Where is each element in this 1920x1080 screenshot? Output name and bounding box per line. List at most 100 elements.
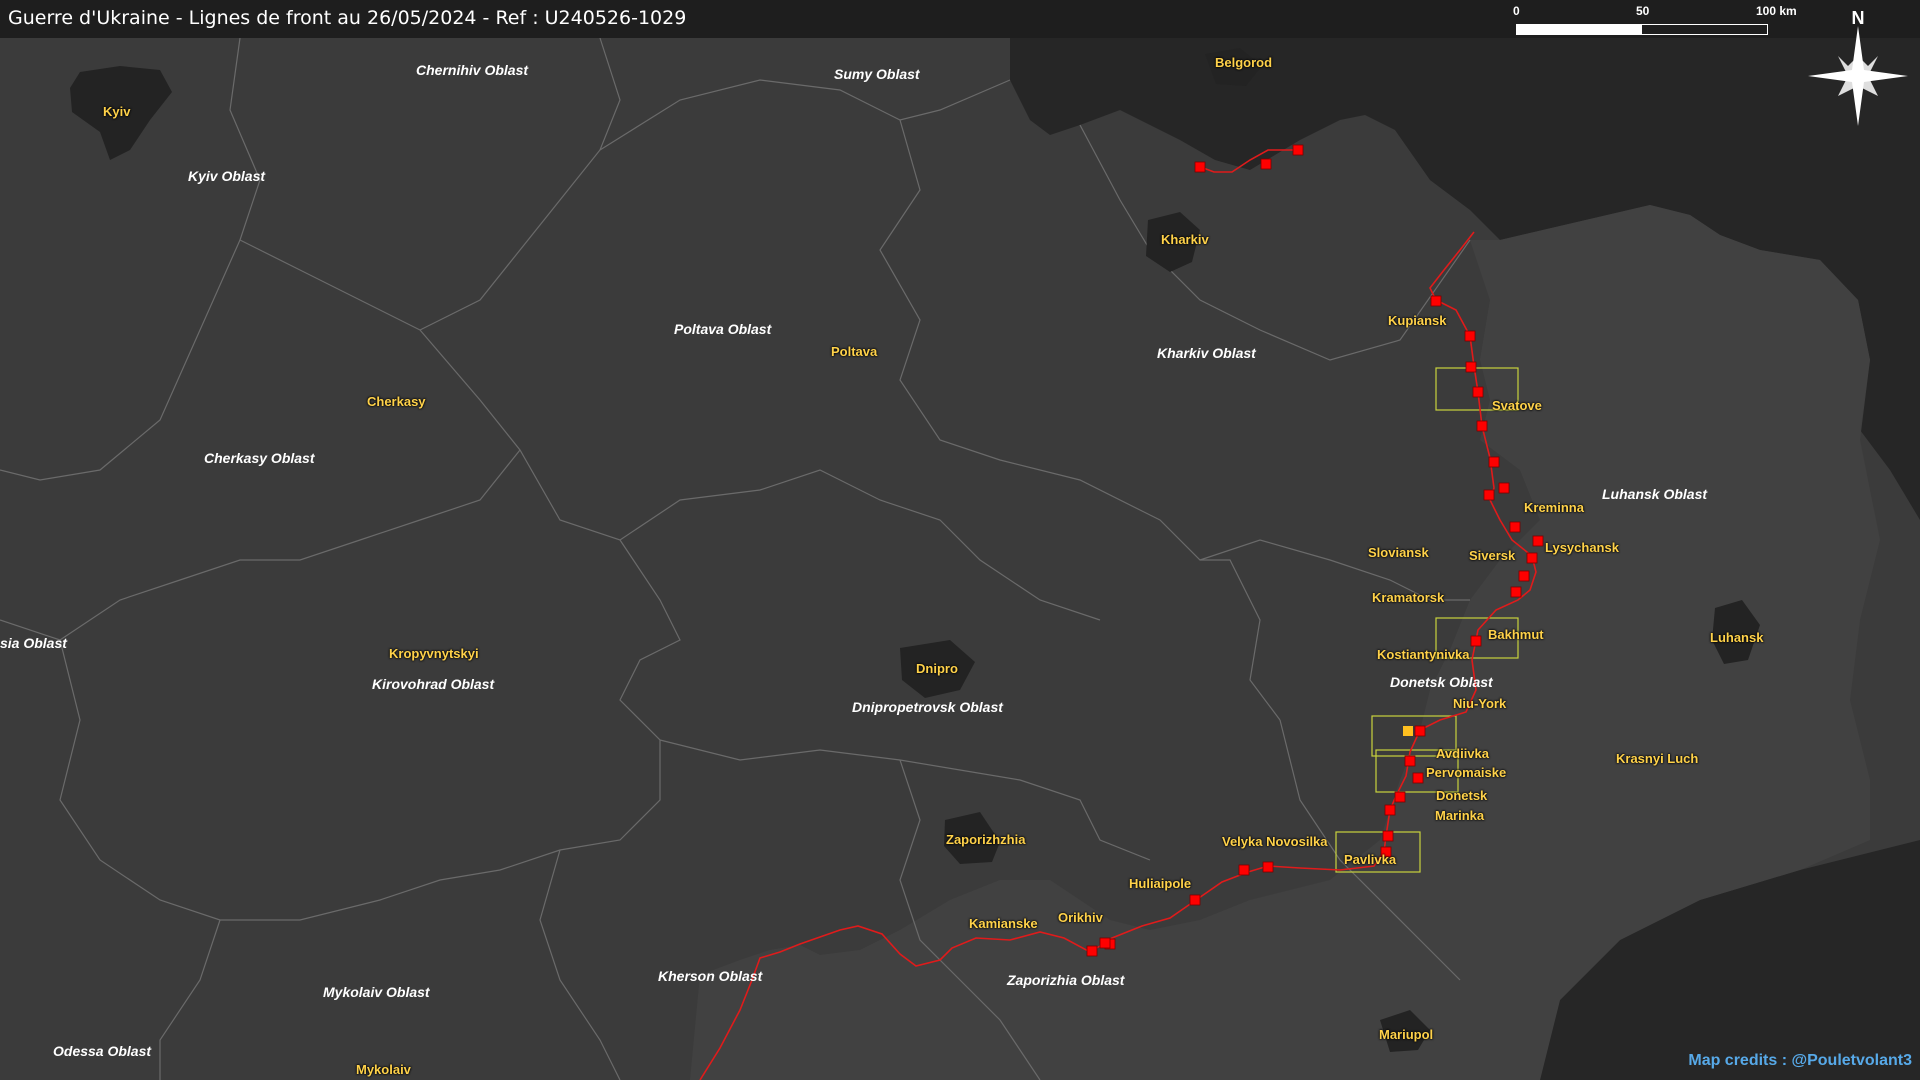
city-label: Pervomaiske: [1426, 765, 1507, 780]
city-label: Dnipro: [916, 661, 958, 676]
city-label: Bakhmut: [1488, 627, 1544, 642]
russia-territory-southeast: [1540, 840, 1920, 1080]
oblast-label: Kirovohrad Oblast: [372, 676, 495, 692]
front-marker[interactable]: [1509, 521, 1521, 533]
oblast-label: Zaporizhia Oblast: [1007, 972, 1125, 988]
city-label: Mariupol: [1379, 1027, 1434, 1042]
oblast-label: Odessa Oblast: [53, 1043, 152, 1059]
city-label: Poltava: [831, 344, 878, 359]
city-label: Kramatorsk: [1372, 590, 1445, 605]
scale-fill: [1517, 25, 1642, 34]
front-marker[interactable]: [1526, 552, 1538, 564]
front-marker[interactable]: [1099, 937, 1111, 949]
front-marker[interactable]: [1483, 489, 1495, 501]
oblast-label: Donetsk Oblast: [1390, 674, 1493, 690]
front-marker[interactable]: [1472, 386, 1484, 398]
occupied-territory: [690, 205, 1880, 1080]
front-marker[interactable]: [1189, 894, 1201, 906]
front-marker-highlight[interactable]: [1403, 726, 1413, 736]
city-label: Kharkiv: [1161, 232, 1209, 247]
oblast-label: Kherson Oblast: [658, 968, 763, 984]
front-marker[interactable]: [1238, 864, 1250, 876]
dnipro-urban-area: [900, 640, 975, 698]
front-marker[interactable]: [1384, 804, 1396, 816]
front-line-kharkiv-border: [1197, 149, 1296, 173]
front-marker[interactable]: [1430, 295, 1442, 307]
front-marker[interactable]: [1498, 482, 1510, 494]
kharkiv-urban-area: [1146, 212, 1200, 272]
front-marker[interactable]: [1488, 456, 1500, 468]
scale-bar: 0 50 100 km: [1513, 4, 1797, 38]
zaporizhzhia-urban-area: [944, 812, 1000, 864]
oblast-label: Sumy Oblast: [834, 66, 920, 82]
focus-box-avdiivka-south: [1375, 749, 1459, 793]
city-label: Kyiv: [103, 104, 131, 119]
city-label: Niu-York: [1453, 696, 1507, 711]
map-title: Guerre d'Ukraine - Lignes de front au 26…: [8, 7, 687, 29]
city-label: Siversk: [1469, 548, 1516, 563]
front-marker[interactable]: [1532, 535, 1544, 547]
focus-box-pavlivka: [1335, 831, 1421, 873]
city-label: Kropyvnytskyi: [389, 646, 479, 661]
front-marker[interactable]: [1380, 846, 1392, 858]
city-label: Pavlivka: [1344, 852, 1397, 867]
focus-boxes: [1335, 367, 1519, 873]
front-marker[interactable]: [1394, 791, 1406, 803]
front-marker[interactable]: [1510, 586, 1522, 598]
focus-box-svatove: [1435, 367, 1519, 411]
city-label: Belgorod: [1215, 55, 1273, 70]
front-marker[interactable]: [1262, 861, 1274, 873]
oblast-label: Luhansk Oblast: [1602, 486, 1708, 502]
mariupol-urban-area: [1380, 1010, 1430, 1052]
belgorod-urban-area: [1205, 48, 1262, 86]
city-label: Avdiivka: [1436, 746, 1489, 761]
city-label: Luhansk: [1710, 630, 1764, 645]
city-label: Mykolaiv: [356, 1062, 411, 1077]
focus-box-bakhmut: [1435, 617, 1519, 659]
front-marker[interactable]: [1464, 330, 1476, 342]
city-label: Cherkasy: [367, 394, 426, 409]
front-marker[interactable]: [1292, 144, 1304, 156]
kyiv-urban-area: [70, 66, 172, 160]
oblast-label: Kyiv Oblast: [188, 168, 266, 184]
city-label: Kamianske: [969, 916, 1038, 931]
front-marker[interactable]: [1414, 725, 1426, 737]
front-marker[interactable]: [1382, 830, 1394, 842]
map-credits: Map credits : @Pouletvolant3: [1688, 1052, 1912, 1069]
city-label: Krasnyi Luch: [1616, 751, 1699, 766]
front-markers: [1086, 144, 1544, 957]
front-marker[interactable]: [1404, 755, 1416, 767]
oblast-label: Dnipropetrovsk Oblast: [852, 699, 1003, 715]
front-marker[interactable]: [1518, 570, 1530, 582]
city-label: Zaporizhzhia: [946, 832, 1026, 847]
front-marker[interactable]: [1412, 772, 1424, 784]
city-label: Kupiansk: [1388, 313, 1447, 328]
front-marker[interactable]: [1194, 161, 1206, 173]
front-marker[interactable]: [1476, 420, 1488, 432]
oblast-label: Mykolaiv Oblast: [323, 984, 430, 1000]
scale-track: [1516, 24, 1768, 35]
city-label: Kreminna: [1524, 500, 1584, 515]
city-label: Lysychansk: [1545, 540, 1619, 555]
city-label: Velyka Novosilka: [1222, 834, 1328, 849]
city-label: Huliaipole: [1129, 876, 1192, 891]
oblast-borders: [0, 37, 1471, 1080]
front-marker[interactable]: [1086, 945, 1098, 957]
title-bar: Guerre d'Ukraine - Lignes de front au 26…: [0, 0, 1920, 38]
front-marker[interactable]: [1470, 635, 1482, 647]
city-label: Marinka: [1435, 808, 1485, 823]
scale-label-50: 50: [1636, 4, 1650, 18]
urban-areas: [70, 48, 1760, 1052]
compass-rose-icon: [1808, 26, 1908, 126]
city-label: Orikhiv: [1058, 910, 1103, 925]
city-label: Sloviansk: [1368, 545, 1429, 560]
front-marker[interactable]: [1260, 158, 1272, 170]
city-label: Kostiantynivka: [1377, 647, 1470, 662]
oblast-label: Poltava Oblast: [674, 321, 772, 337]
oblast-label: sia Oblast: [0, 635, 67, 651]
luhansk-urban-area: [1712, 600, 1760, 664]
front-marker[interactable]: [1465, 361, 1477, 373]
city-label: Svatove: [1492, 398, 1542, 413]
oblast-label: Kharkiv Oblast: [1157, 345, 1256, 361]
